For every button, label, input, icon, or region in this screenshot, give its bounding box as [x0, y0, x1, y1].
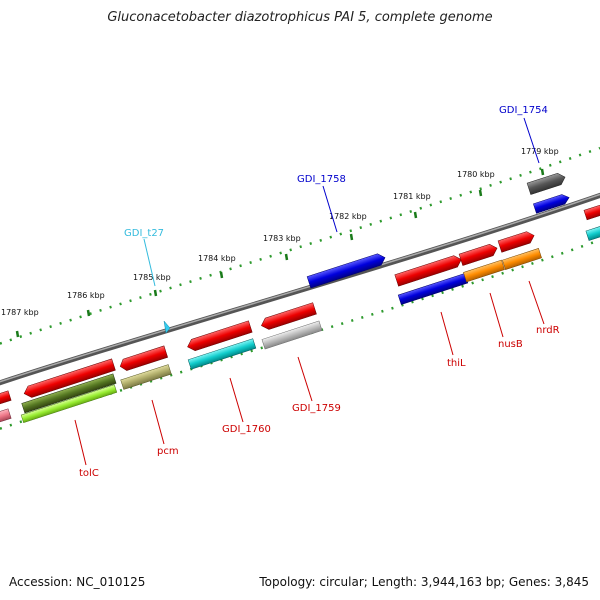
gene-label-gdi-t27[interactable]: GDI_t27 [124, 228, 164, 239]
top-leader-lines [143, 117, 540, 287]
scale-label: 1787 kbp [1, 308, 39, 317]
gene-gdi-1759-gray[interactable] [261, 320, 323, 350]
reverse-genes [0, 230, 542, 425]
gene-pink-edge[interactable] [0, 408, 12, 425]
scale-label: 1785 kbp [133, 273, 171, 282]
gene-red-edge-left[interactable] [0, 390, 12, 407]
topology-text: Topology: circular; Length: 3,944,163 bp… [259, 575, 589, 589]
scale-label: 1781 kbp [393, 192, 431, 201]
gene-thil-blue[interactable] [397, 273, 469, 305]
scale-label: 1786 kbp [67, 291, 105, 300]
gene-blue-small[interactable] [533, 193, 570, 214]
gene-pcm[interactable] [118, 345, 168, 372]
scale-label: 1784 kbp [198, 254, 236, 263]
gene-label-gdi-1754[interactable]: GDI_1754 [499, 105, 548, 116]
gene-label-pcm[interactable]: pcm [157, 446, 179, 457]
scale-labels: 1787 kbp 1786 kbp 1785 kbp 1784 kbp 1783… [1, 147, 559, 317]
gene-label-nrdr[interactable]: nrdR [536, 325, 560, 336]
gene-label-gdi-1760[interactable]: GDI_1760 [222, 424, 271, 435]
gene-nusb-orange[interactable] [463, 259, 505, 283]
gene-label-thil[interactable]: thiL [447, 358, 466, 369]
gene-label-nusb[interactable]: nusB [498, 339, 523, 350]
scale-label: 1783 kbp [263, 234, 301, 243]
gene-dkgray[interactable] [526, 171, 567, 195]
gene-tolc[interactable] [22, 358, 116, 399]
gene-pcm-olive[interactable] [120, 364, 172, 390]
bottom-leader-lines [74, 280, 545, 466]
gene-blue-upper[interactable] [306, 252, 387, 289]
forward-genes [306, 171, 600, 289]
gene-label-gdi-1758[interactable]: GDI_1758 [297, 174, 346, 185]
gene-label-gdi-1759[interactable]: GDI_1759 [292, 403, 341, 414]
top-gene-labels: GDI_t27 GDI_1758 GDI_1754 [124, 105, 548, 239]
gene-gdi-1760[interactable] [186, 320, 253, 353]
genome-backbone [0, 192, 600, 386]
gene-tolc-darkgreen[interactable] [21, 373, 117, 414]
bottom-gene-labels: tolC pcm GDI_1760 GDI_1759 thiL nusB nrd… [79, 325, 560, 479]
map-title: Gluconacetobacter diazotrophicus PAI 5, … [107, 10, 493, 25]
major-ticks [15, 168, 545, 338]
scale-label: 1779 kbp [521, 147, 559, 156]
gene-nusb[interactable] [458, 242, 499, 266]
scale-label: 1782 kbp [329, 212, 367, 221]
gene-gdi-1760-cyan[interactable] [187, 338, 257, 370]
gene-nrdr-orange[interactable] [502, 248, 542, 270]
gene-gdi-1759[interactable] [260, 302, 317, 332]
gene-red-edge[interactable] [583, 203, 600, 221]
gene-thil[interactable] [394, 254, 463, 287]
gene-tolc-green[interactable] [20, 384, 118, 423]
gene-t27[interactable] [163, 320, 171, 334]
gene-cyan-edge[interactable] [585, 224, 600, 241]
scale-label: 1780 kbp [457, 170, 495, 179]
accession-text: Accession: NC_010125 [9, 575, 146, 589]
gene-label-tolc[interactable]: tolC [79, 468, 99, 479]
gene-nrdr[interactable] [497, 230, 536, 253]
